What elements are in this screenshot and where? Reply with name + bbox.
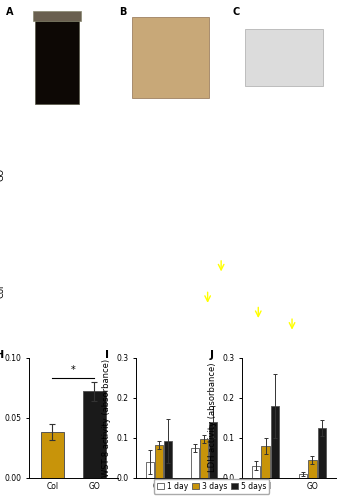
Text: D: D xyxy=(25,120,33,130)
Bar xyxy=(155,444,163,478)
Bar xyxy=(299,474,307,478)
Text: GO: GO xyxy=(0,168,5,181)
Text: B: B xyxy=(119,7,127,17)
Bar xyxy=(209,422,217,478)
Text: F: F xyxy=(25,238,31,248)
Bar xyxy=(317,428,326,478)
Text: E: E xyxy=(177,120,184,130)
Bar xyxy=(132,17,209,98)
Bar xyxy=(146,462,154,477)
Bar xyxy=(261,446,270,478)
Bar xyxy=(200,438,208,478)
Text: C: C xyxy=(232,7,239,17)
Legend: 1 day, 3 days, 5 days: 1 day, 3 days, 5 days xyxy=(154,478,269,494)
Text: Col: Col xyxy=(0,285,5,298)
Bar xyxy=(41,432,64,478)
Y-axis label: LDH activity (absorbance): LDH activity (absorbance) xyxy=(208,363,217,472)
Bar xyxy=(252,466,261,477)
Text: J: J xyxy=(209,350,213,360)
Bar xyxy=(308,460,317,477)
Text: H: H xyxy=(0,350,4,360)
Bar xyxy=(191,448,199,478)
Bar xyxy=(33,12,81,20)
Bar xyxy=(35,17,79,104)
Bar xyxy=(164,440,172,478)
Text: *: * xyxy=(71,366,76,376)
Bar xyxy=(83,391,106,478)
Y-axis label: WST-8 activity (absorbance): WST-8 activity (absorbance) xyxy=(102,358,111,476)
Bar xyxy=(244,28,323,86)
Bar xyxy=(271,406,279,477)
Text: A: A xyxy=(6,7,14,17)
Text: G: G xyxy=(177,238,185,248)
Text: I: I xyxy=(105,350,109,360)
